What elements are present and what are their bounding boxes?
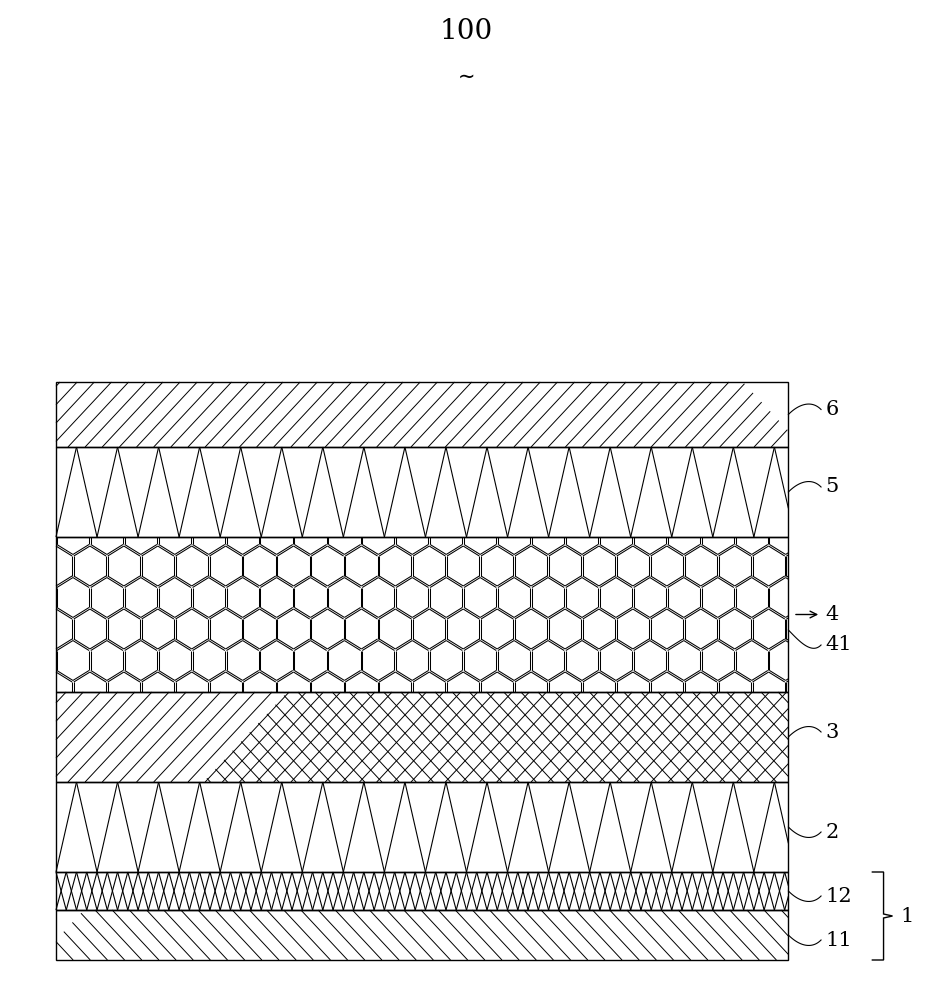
Bar — [56, 910, 788, 960]
Bar — [56, 382, 788, 447]
Text: ∼: ∼ — [458, 67, 475, 87]
Bar — [56, 447, 788, 537]
Text: 11: 11 — [826, 930, 853, 950]
Bar — [56, 692, 788, 782]
Text: 12: 12 — [826, 886, 853, 906]
Bar — [56, 447, 788, 537]
Bar — [56, 537, 788, 692]
Bar — [56, 872, 788, 910]
Text: 1: 1 — [900, 906, 913, 926]
Bar — [56, 910, 788, 960]
Text: 2: 2 — [826, 822, 839, 842]
Text: 41: 41 — [826, 636, 853, 654]
Bar — [56, 872, 788, 910]
Text: 100: 100 — [439, 18, 494, 45]
Bar — [56, 782, 788, 872]
Bar — [56, 782, 788, 872]
Bar — [56, 382, 788, 447]
Bar — [56, 537, 788, 692]
Text: 5: 5 — [826, 478, 839, 496]
Text: 4: 4 — [826, 605, 839, 624]
Text: 6: 6 — [826, 400, 839, 419]
Text: 3: 3 — [826, 722, 839, 742]
Bar — [56, 692, 788, 782]
